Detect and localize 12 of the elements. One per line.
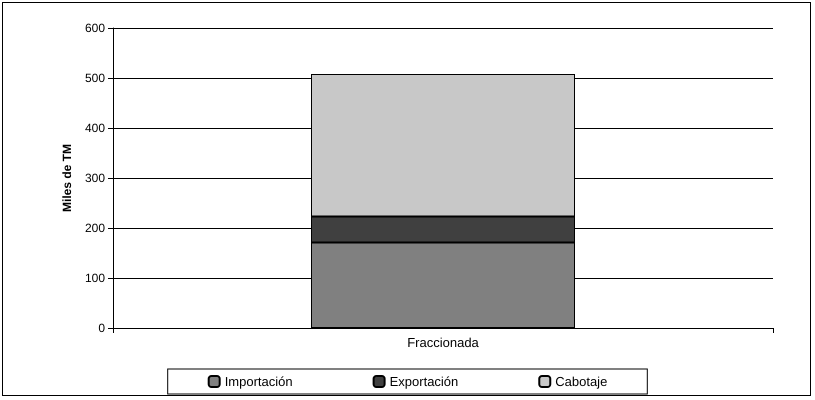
y-tick-label: 400: [84, 121, 106, 135]
legend-label: Cabotaje: [555, 374, 608, 389]
y-tick-label: 0: [98, 321, 106, 335]
y-axis-title: Miles de TM: [60, 144, 74, 212]
y-tick-label: 100: [84, 271, 106, 285]
y-tick-label: 300: [84, 171, 106, 185]
legend-label: Exportación: [390, 374, 458, 389]
y-tick-label: 500: [84, 71, 106, 85]
x-tick-label: Fraccionada: [407, 335, 480, 350]
legend-label: Importación: [224, 374, 293, 389]
y-tick-label: 600: [84, 21, 106, 35]
y-tick-label: 200: [84, 221, 106, 235]
